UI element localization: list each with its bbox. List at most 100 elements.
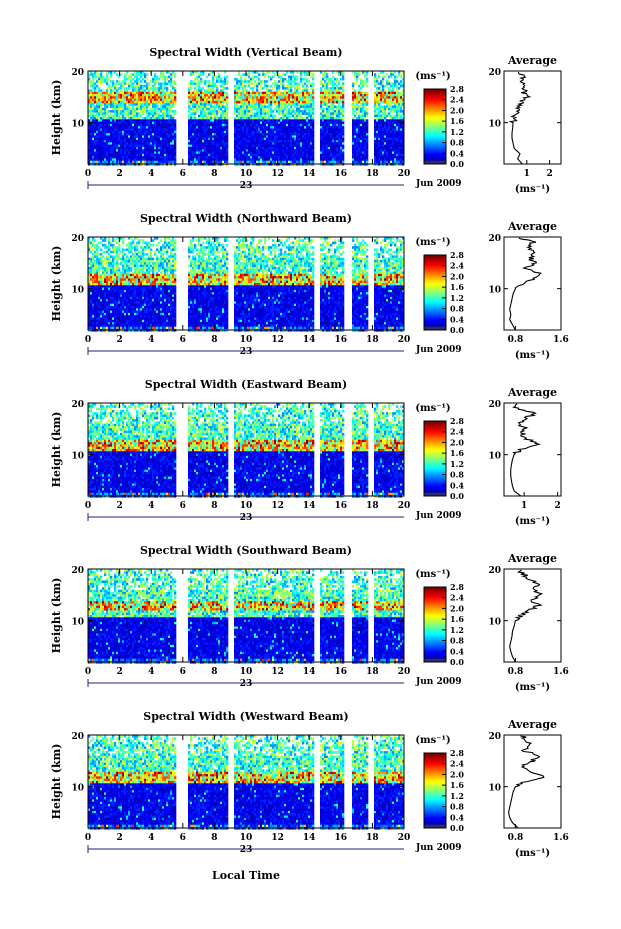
heatmap-cell	[242, 130, 245, 134]
heatmap-cell	[380, 110, 383, 113]
heatmap-cell	[92, 128, 95, 132]
heatmap-cell	[244, 130, 247, 134]
heatmap-cell	[210, 107, 213, 111]
heatmap-cell	[398, 110, 401, 113]
heatmap-cell	[196, 133, 199, 136]
heatmap-cell	[134, 123, 137, 127]
heatmap-cell	[236, 80, 239, 83]
heatmap-cell	[94, 144, 97, 148]
heatmap-cell	[392, 137, 395, 141]
heatmap-cell	[256, 82, 259, 86]
heatmap-cell	[392, 114, 395, 118]
heatmap-cell	[342, 114, 345, 118]
heatmap-cell	[328, 133, 331, 136]
heatmap-cell	[338, 117, 341, 120]
heatmap-cell	[96, 137, 99, 141]
heatmap-cell	[118, 100, 121, 104]
heatmap-cell	[244, 119, 247, 122]
heatmap-cell	[260, 140, 263, 143]
heatmap-cell	[256, 135, 259, 138]
heatmap-cell	[142, 112, 145, 115]
heatmap-cell	[198, 128, 201, 132]
heatmap-cell	[332, 89, 335, 92]
heatmap-cell	[358, 114, 361, 118]
heatmap-cell	[328, 117, 331, 120]
heatmap-cell	[190, 158, 193, 161]
heatmap-cell	[334, 126, 337, 129]
heatmap-cell	[286, 91, 289, 95]
heatmap-cell	[156, 103, 159, 106]
heatmap-cell	[390, 94, 393, 97]
heatmap-cell	[132, 123, 135, 127]
heatmap-cell	[362, 107, 365, 111]
heatmap-cell	[106, 77, 109, 81]
heatmap-cell	[196, 153, 199, 157]
heatmap-cell	[114, 158, 117, 161]
heatmap-cell	[294, 160, 297, 164]
heatmap-cell	[112, 94, 115, 97]
heatmap-cell	[264, 114, 267, 118]
heatmap-cell	[144, 146, 147, 150]
heatmap-cell	[378, 158, 381, 161]
heatmap-cell	[150, 119, 153, 122]
heatmap-cell	[216, 96, 219, 99]
heatmap-cell	[334, 89, 337, 92]
heatmap-cell	[278, 117, 281, 120]
heatmap-cell	[218, 160, 221, 164]
heatmap-cell	[386, 146, 389, 150]
heatmap-cell	[114, 71, 117, 74]
heatmap-cell	[210, 114, 213, 118]
heatmap-cell	[390, 110, 393, 113]
heatmap-cell	[100, 135, 103, 138]
heatmap-cell	[140, 135, 143, 138]
heatmap-cell	[148, 135, 151, 138]
heatmap-cell	[90, 144, 93, 148]
heatmap-cell	[238, 112, 241, 115]
heatmap-cell	[90, 94, 93, 97]
heatmap-cell	[88, 126, 91, 129]
heatmap-cell	[134, 146, 137, 150]
heatmap-cell	[302, 77, 305, 81]
heatmap-cell	[394, 107, 397, 111]
heatmap-cell	[276, 82, 279, 86]
heatmap-cell	[398, 91, 401, 95]
heatmap-cell	[310, 71, 313, 74]
heatmap-cell	[320, 151, 323, 155]
heatmap-cell	[294, 110, 297, 113]
heatmap-cell	[100, 156, 103, 159]
heatmap-cell	[242, 80, 245, 83]
heatmap-cell	[394, 142, 397, 145]
heatmap-cell	[282, 119, 285, 122]
heatmap-cell	[110, 84, 113, 88]
heatmap-cell	[376, 128, 379, 132]
heatmap-cell	[330, 112, 333, 115]
heatmap-cell	[226, 94, 229, 97]
heatmap-cell	[322, 100, 325, 104]
heatmap-cell	[360, 128, 363, 132]
heatmap-cell	[272, 71, 275, 74]
heatmap-cell	[324, 123, 327, 127]
heatmap-cell	[336, 156, 339, 159]
heatmap-cell	[366, 146, 369, 150]
heatmap-cell	[200, 128, 203, 132]
heatmap-cell	[394, 103, 397, 106]
heatmap-cell	[136, 117, 139, 120]
heatmap-cell	[216, 142, 219, 145]
heatmap-cell	[304, 137, 307, 141]
heatmap-cell	[260, 82, 263, 86]
heatmap-cell	[342, 77, 345, 81]
heatmap-cell	[104, 142, 107, 145]
heatmap-cell	[98, 140, 101, 143]
heatmap-cell	[324, 75, 327, 79]
heatmap-cell	[342, 156, 345, 159]
heatmap-cell	[92, 135, 95, 138]
heatmap-cell	[250, 123, 253, 127]
heatmap-cell	[390, 71, 393, 74]
heatmap-cell	[126, 82, 129, 86]
heatmap-cell	[222, 126, 225, 129]
heatmap-cell	[320, 158, 323, 161]
heatmap-cell	[124, 135, 127, 138]
heatmap-cell	[390, 153, 393, 157]
heatmap-cell	[158, 137, 161, 141]
heatmap-cell	[218, 94, 221, 97]
